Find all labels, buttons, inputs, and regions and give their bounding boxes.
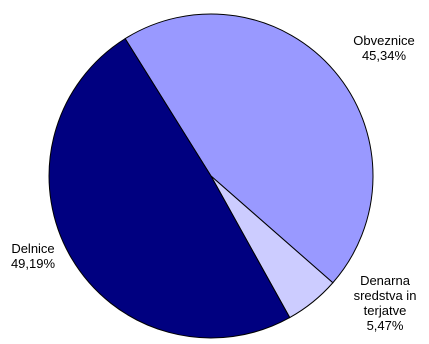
pie-slice-delnice <box>48 37 291 339</box>
pie-labels: Obveznice 45,34% Denarna sredstva in terjatv… <box>11 33 416 333</box>
slice-category-label: Delnice <box>11 241 54 256</box>
pie-slice-obveznice <box>124 13 374 284</box>
slice-category-label: terjatve <box>364 303 407 318</box>
slice-value-label: 5,47% <box>367 318 404 333</box>
slice-category-label: sredstva in <box>354 288 417 303</box>
slice-category-label: Denarna <box>360 273 411 288</box>
slice-label-denarna-sredstva-in-terjatve: Denarna sredstva in terjatve 5,47% <box>354 273 417 333</box>
pie-slices <box>48 13 374 339</box>
slice-value-label: 45,34% <box>362 48 407 63</box>
slice-category-label: Obveznice <box>353 33 414 48</box>
slice-label-delnice: Delnice 49,19% <box>11 241 56 271</box>
slice-value-label: 49,19% <box>11 256 56 271</box>
slice-label-obveznice: Obveznice 45,34% <box>353 33 414 63</box>
